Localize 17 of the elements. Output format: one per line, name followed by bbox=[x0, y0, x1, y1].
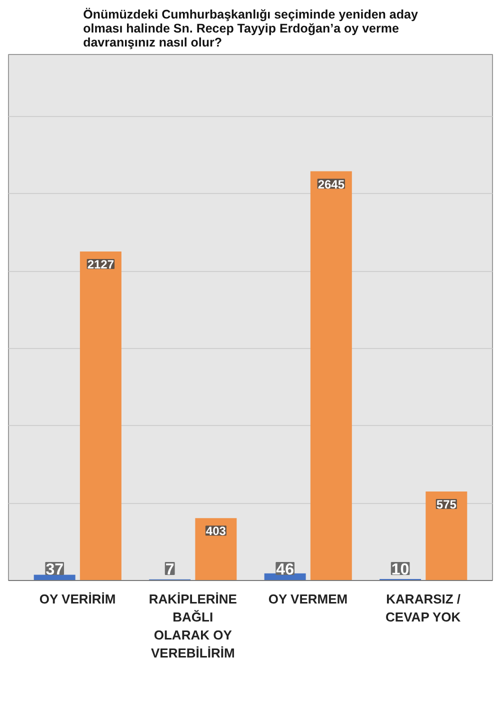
x-tick-label: OY VERMEM bbox=[268, 592, 348, 606]
data-label: 46 bbox=[276, 562, 294, 578]
x-tick-label: OY VERİRİM bbox=[39, 592, 116, 606]
chart-title: Önümüzdeki Cumhurbaşkanlığı seçiminde yeniden aday olması halinde Sn. Recep Tayyip Erdoğan’a oy verme davranışınız nasıl olur? bbox=[83, 8, 418, 50]
x-tick-label: RAKİPLERİNE BAĞLI OLARAK OY VEREBİLİRİM bbox=[148, 592, 238, 660]
data-label: 575 bbox=[436, 498, 457, 512]
data-label: 10 bbox=[391, 562, 410, 578]
bar bbox=[80, 251, 122, 580]
data-label: 2127 bbox=[87, 257, 114, 272]
x-tick-label: KARARSIZ / CEVAP YOK bbox=[386, 592, 462, 624]
bar bbox=[310, 171, 352, 580]
data-label: 37 bbox=[46, 562, 64, 578]
data-label: 2645 bbox=[318, 177, 345, 192]
bar bbox=[195, 518, 237, 580]
data-label: 7 bbox=[165, 562, 174, 578]
data-label: 403 bbox=[206, 524, 226, 538]
bar bbox=[426, 492, 468, 580]
